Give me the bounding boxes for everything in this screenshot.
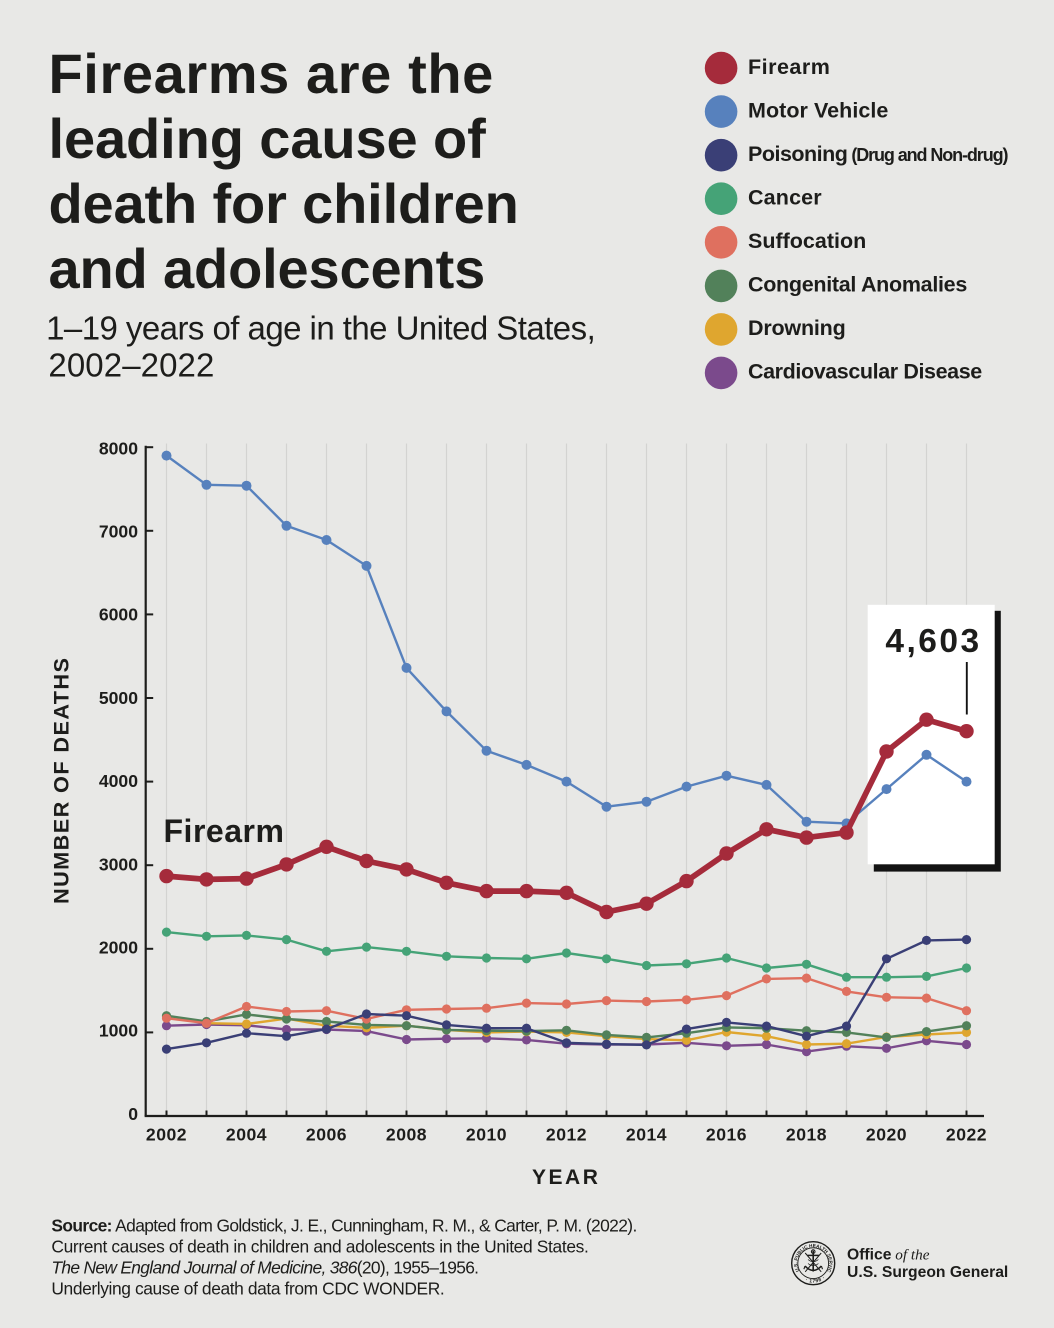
svg-text:5000: 5000 <box>99 688 138 708</box>
svg-text:Firearm: Firearm <box>164 813 285 849</box>
svg-text:death for children: death for children <box>49 172 519 235</box>
svg-text:1–19 years of age in the Unite: 1–19 years of age in the United States, <box>46 310 595 347</box>
svg-text:2002–2022: 2002–2022 <box>48 347 214 384</box>
svg-text:4,603: 4,603 <box>885 623 981 660</box>
svg-text:and adolescents: and adolescents <box>49 237 486 300</box>
svg-text:8000: 8000 <box>99 438 138 458</box>
svg-text:7000: 7000 <box>99 522 138 542</box>
svg-text:Drowning: Drowning <box>748 316 846 340</box>
svg-text:Suffocation: Suffocation <box>748 229 866 253</box>
svg-text:Cardiovascular Disease: Cardiovascular Disease <box>748 360 982 384</box>
svg-text:YEAR: YEAR <box>532 1166 600 1189</box>
svg-text:2012: 2012 <box>546 1125 587 1145</box>
svg-text:Poisoning (Drug and Non-drug): Poisoning (Drug and Non-drug) <box>748 142 1008 166</box>
svg-text:leading cause of: leading cause of <box>49 107 487 170</box>
svg-text:2006: 2006 <box>306 1125 347 1145</box>
svg-text:4000: 4000 <box>99 771 138 791</box>
svg-text:2004: 2004 <box>226 1125 267 1145</box>
svg-text:The New England Journal of Med: The New England Journal of Medicine, 386… <box>51 1257 478 1277</box>
svg-text:Office of the: Office of the <box>847 1247 930 1264</box>
svg-text:2002: 2002 <box>146 1125 187 1145</box>
svg-text:Cancer: Cancer <box>748 186 822 210</box>
svg-text:2022: 2022 <box>946 1125 987 1145</box>
svg-text:2008: 2008 <box>386 1125 427 1145</box>
svg-text:2010: 2010 <box>466 1125 507 1145</box>
svg-text:2020: 2020 <box>866 1125 907 1145</box>
svg-text:3000: 3000 <box>99 854 138 874</box>
svg-text:6000: 6000 <box>99 605 138 625</box>
svg-text:Current causes of death in chi: Current causes of death in children and … <box>51 1237 588 1257</box>
svg-text:1000: 1000 <box>99 1021 138 1041</box>
svg-text:2018: 2018 <box>786 1125 827 1145</box>
svg-text:0: 0 <box>128 1104 138 1124</box>
svg-text:· 1798 ·: · 1798 · <box>805 1275 827 1285</box>
svg-text:Underlying cause of death data: Underlying cause of death data from CDC … <box>51 1278 444 1298</box>
svg-text:2016: 2016 <box>706 1125 747 1145</box>
svg-text:2014: 2014 <box>626 1125 667 1145</box>
svg-text:Motor Vehicle: Motor Vehicle <box>748 98 888 122</box>
svg-text:Firearms are the: Firearms are the <box>49 42 494 105</box>
svg-text:U.S. Surgeon General: U.S. Surgeon General <box>847 1264 1008 1281</box>
svg-text:Firearm: Firearm <box>748 55 830 79</box>
svg-text:NUMBER OF DEATHS: NUMBER OF DEATHS <box>48 657 73 904</box>
svg-text:Congenital Anomalies: Congenital Anomalies <box>748 273 967 297</box>
svg-text:2000: 2000 <box>99 937 138 957</box>
svg-text:Source: Adapted from Goldstick: Source: Adapted from Goldstick, J. E., C… <box>51 1216 636 1236</box>
